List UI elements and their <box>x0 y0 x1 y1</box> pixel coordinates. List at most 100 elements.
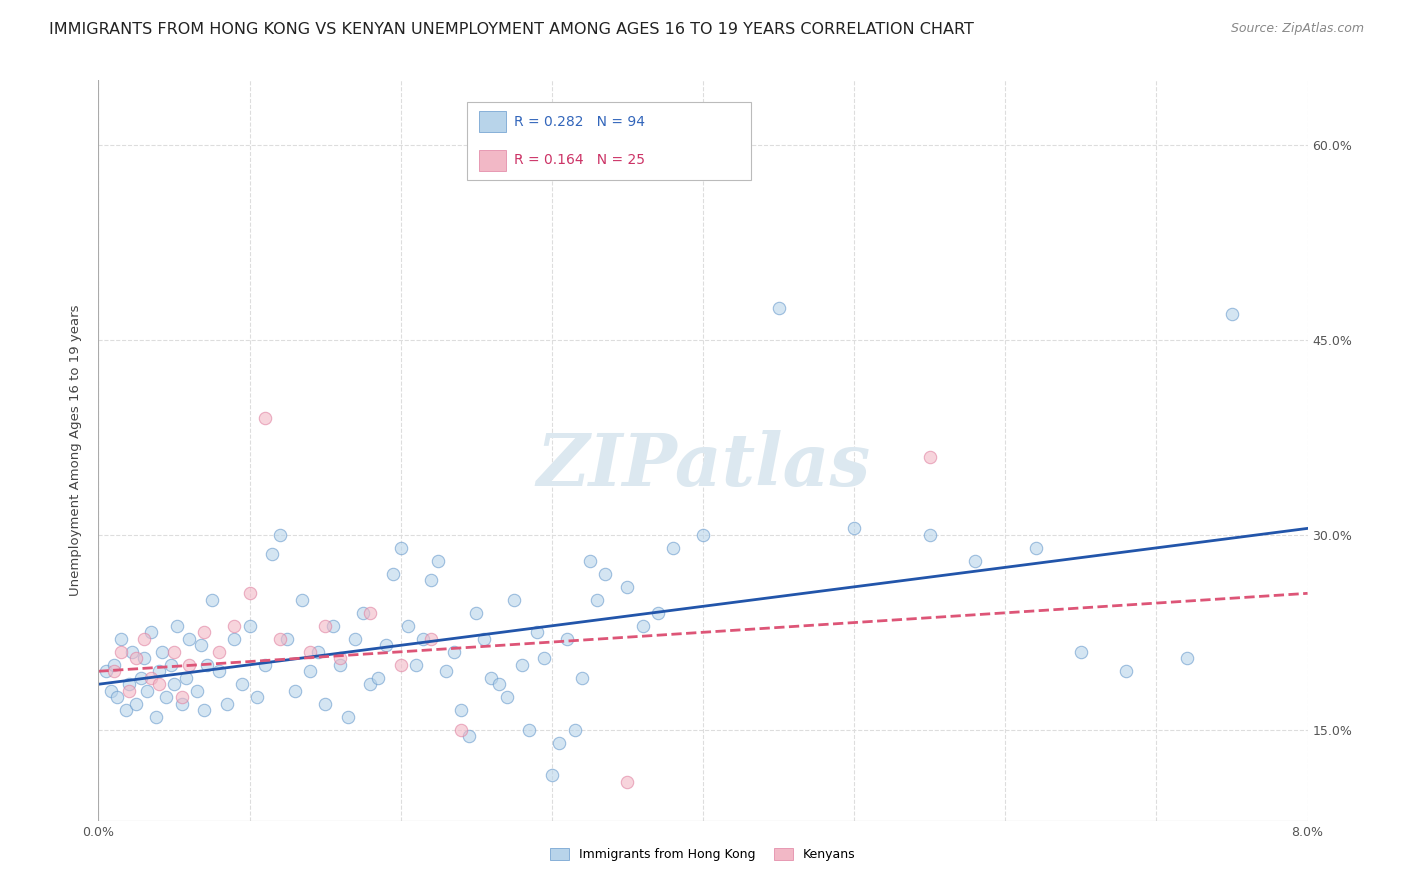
Point <box>215 697 238 711</box>
Point <box>571 671 593 685</box>
Point <box>186 683 208 698</box>
Point <box>661 541 683 555</box>
Point <box>616 580 638 594</box>
Point <box>457 729 479 743</box>
Point <box>367 671 389 685</box>
Point <box>262 547 284 561</box>
Point <box>360 606 382 620</box>
Text: IMMIGRANTS FROM HONG KONG VS KENYAN UNEMPLOYMENT AMONG AGES 16 TO 19 YEARS CORRE: IMMIGRANTS FROM HONG KONG VS KENYAN UNEM… <box>49 22 974 37</box>
Point <box>190 638 212 652</box>
Point <box>322 619 344 633</box>
Point <box>110 632 132 646</box>
Point <box>163 677 186 691</box>
Point <box>510 657 533 672</box>
Point <box>526 625 548 640</box>
Point <box>166 619 188 633</box>
Point <box>616 774 638 789</box>
Point <box>246 690 269 705</box>
Point <box>1220 307 1243 321</box>
Point <box>163 645 186 659</box>
Text: R = 0.164   N = 25: R = 0.164 N = 25 <box>515 153 645 167</box>
Point <box>253 411 276 425</box>
Point <box>276 632 298 646</box>
Point <box>382 566 405 581</box>
Point <box>100 683 122 698</box>
Point <box>488 677 510 691</box>
Point <box>374 638 396 652</box>
Point <box>329 657 352 672</box>
Text: Source: ZipAtlas.com: Source: ZipAtlas.com <box>1230 22 1364 36</box>
Point <box>593 566 616 581</box>
Point <box>578 554 600 568</box>
Point <box>201 592 224 607</box>
Point <box>564 723 586 737</box>
Point <box>307 645 329 659</box>
Point <box>844 521 866 535</box>
Point <box>118 677 141 691</box>
Point <box>918 450 941 464</box>
Point <box>481 671 503 685</box>
Point <box>141 625 163 640</box>
Point <box>179 632 201 646</box>
Point <box>150 645 173 659</box>
Point <box>160 657 183 672</box>
Point <box>412 632 434 646</box>
Text: ZIPatlas: ZIPatlas <box>536 430 870 500</box>
Point <box>208 665 231 679</box>
Point <box>193 625 215 640</box>
Point <box>132 651 155 665</box>
Point <box>420 574 443 588</box>
Point <box>132 632 155 646</box>
Point <box>586 592 609 607</box>
Point <box>231 677 253 691</box>
Point <box>110 645 132 659</box>
Point <box>405 657 427 672</box>
Point <box>389 657 412 672</box>
Point <box>1070 645 1092 659</box>
Point <box>548 736 571 750</box>
Point <box>195 657 218 672</box>
Point <box>103 665 125 679</box>
Point <box>533 651 555 665</box>
Point <box>129 671 152 685</box>
Point <box>135 683 157 698</box>
Point <box>239 619 262 633</box>
Point <box>224 632 246 646</box>
Point <box>495 690 517 705</box>
Point <box>427 554 450 568</box>
Point <box>336 710 359 724</box>
Point <box>329 651 352 665</box>
Point <box>540 768 562 782</box>
Point <box>314 619 336 633</box>
Point <box>465 606 488 620</box>
Bar <box>479 150 506 170</box>
Point <box>352 606 374 620</box>
Point <box>443 645 465 659</box>
Point <box>224 619 246 633</box>
Point <box>208 645 231 659</box>
Point <box>768 301 790 315</box>
FancyBboxPatch shape <box>467 103 751 180</box>
Text: R = 0.282   N = 94: R = 0.282 N = 94 <box>515 115 645 128</box>
Point <box>125 651 148 665</box>
Point <box>360 677 382 691</box>
Point <box>103 657 125 672</box>
Point <box>647 606 669 620</box>
Legend: Immigrants from Hong Kong, Kenyans: Immigrants from Hong Kong, Kenyans <box>546 843 860 866</box>
Point <box>631 619 654 633</box>
Y-axis label: Unemployment Among Ages 16 to 19 years: Unemployment Among Ages 16 to 19 years <box>69 305 83 596</box>
Point <box>692 528 714 542</box>
Point <box>118 683 141 698</box>
Point <box>155 690 177 705</box>
Point <box>503 592 526 607</box>
Point <box>125 697 148 711</box>
Point <box>1115 665 1137 679</box>
Point <box>1024 541 1046 555</box>
Point <box>1175 651 1198 665</box>
Point <box>193 703 215 717</box>
Point <box>450 723 472 737</box>
Point <box>94 665 117 679</box>
Point <box>396 619 419 633</box>
Point <box>420 632 443 646</box>
Point <box>314 697 336 711</box>
